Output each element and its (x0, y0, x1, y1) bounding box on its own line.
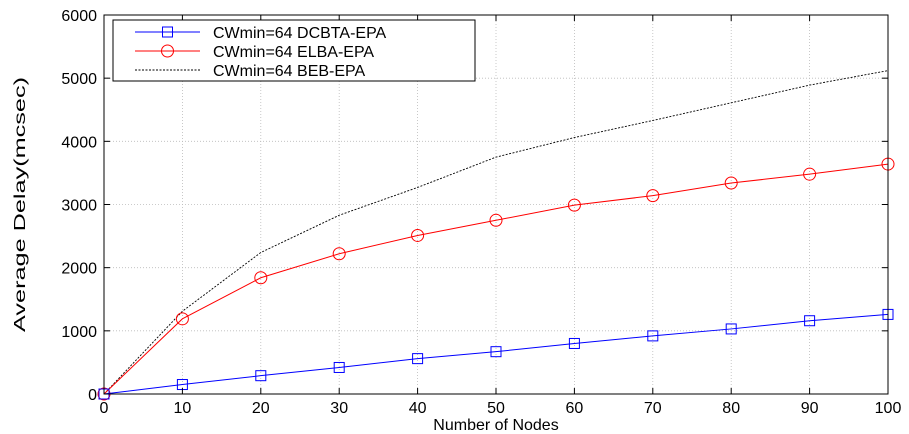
series-layer (97, 70, 895, 401)
data-point-square (412, 353, 424, 365)
x-tick-label: 90 (801, 400, 819, 417)
x-tick-label: 70 (644, 400, 662, 417)
x-tick-label: 10 (174, 400, 192, 417)
y-tick-label: 1000 (61, 324, 97, 341)
legend-label: CWmin=64 DCBTA-EPA (213, 25, 387, 42)
series-line (103, 163, 889, 395)
x-tick-label: 100 (875, 400, 902, 417)
series-line (103, 70, 889, 395)
data-point-square (255, 370, 267, 382)
data-point-circle (161, 44, 174, 58)
data-point-square (804, 315, 816, 327)
y-tick-label: 2000 (61, 261, 97, 278)
series-line (103, 313, 889, 395)
legend-label: CWmin=64 ELBA-EPA (213, 44, 374, 61)
data-point-square (333, 361, 345, 373)
y-tick-label: 5000 (61, 71, 97, 88)
x-tick-label: 0 (100, 400, 109, 417)
y-tick-label: 0 (88, 387, 97, 404)
x-tick-label: 60 (566, 400, 584, 417)
series-2 (103, 70, 889, 395)
data-point-circle (803, 167, 817, 181)
x-tick-label: 80 (722, 400, 740, 417)
data-point-circle (175, 312, 189, 326)
x-tick-label: 20 (252, 400, 270, 417)
data-point-circle (567, 198, 581, 212)
legend: CWmin=64 DCBTA-EPA CWmin=64 ELBA-EPA CWmin… (112, 19, 476, 82)
data-point-square (568, 337, 580, 349)
x-tick-label: 40 (409, 400, 427, 417)
data-point-square (490, 346, 502, 358)
y-axis-label: Average Delay(mcsec) (12, 77, 29, 332)
y-tick-label: 4000 (61, 134, 97, 151)
data-point-square (162, 26, 173, 38)
data-point-square (647, 330, 659, 342)
data-point-circle (724, 176, 738, 190)
y-tick-label: 3000 (61, 198, 97, 215)
x-tick-label: 50 (487, 400, 505, 417)
series-0 (98, 308, 894, 400)
data-point-square (725, 323, 737, 335)
x-tick-label: 30 (330, 400, 348, 417)
x-axis-label: Number of Nodes (433, 417, 558, 434)
y-tick-label: 6000 (61, 8, 97, 25)
axis-ticks: 0 10 20 30 40 50 60 70 80 90 100010002000300040005… (61, 8, 901, 417)
data-point-circle (411, 228, 425, 242)
data-point-circle (646, 189, 660, 203)
data-point-circle (332, 247, 346, 261)
data-point-circle (254, 271, 268, 285)
legend-label: CWmin=64 BEB-EPA (213, 63, 366, 80)
data-point-circle (489, 213, 503, 227)
